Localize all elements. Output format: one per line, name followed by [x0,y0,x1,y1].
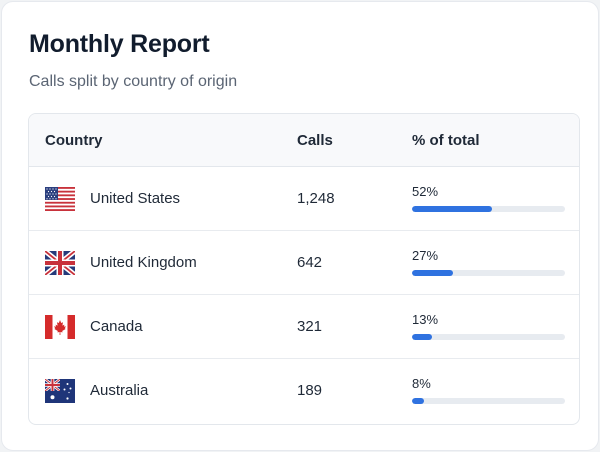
percent-bar-fill [412,398,425,404]
australia-flag-icon [45,379,75,403]
calls-value: 642 [297,254,323,271]
percent-label: 13% [412,312,439,327]
country-name: Australia [90,382,149,399]
page-subtitle: Calls split by country of origin [29,73,238,90]
page-title: Monthly Report [29,30,210,58]
column-header-calls[interactable]: Calls [297,132,333,149]
table-row[interactable]: United Kingdom 642 27% [29,231,579,295]
calls-value: 1,248 [297,190,335,207]
canada-flag-icon [45,315,75,339]
calls-value: 321 [297,318,323,335]
table-row[interactable]: Australia 189 8% [29,359,579,423]
percent-bar-fill [412,334,432,340]
percent-bar [412,334,565,340]
table-row[interactable]: Canada 321 13% [29,295,579,359]
percent-bar [412,206,565,212]
percent-label: 8% [412,376,431,391]
us-flag-icon [45,187,75,211]
calls-value: 189 [297,382,323,399]
table-header: Country Calls % of total [29,114,579,167]
percent-bar [412,398,565,404]
country-name: Canada [90,318,143,335]
table-row[interactable]: United States 1,248 52% [29,167,579,231]
percent-bar-fill [412,206,492,212]
column-header-country[interactable]: Country [45,132,103,149]
country-name: United Kingdom [90,254,197,271]
uk-flag-icon [45,251,75,275]
calls-table: Country Calls % of total [28,113,580,425]
country-name: United States [90,190,181,207]
percent-label: 52% [412,184,439,199]
percent-label: 27% [412,248,439,263]
percent-bar-fill [412,270,454,276]
column-header-percent[interactable]: % of total [412,132,480,149]
percent-bar [412,270,565,276]
